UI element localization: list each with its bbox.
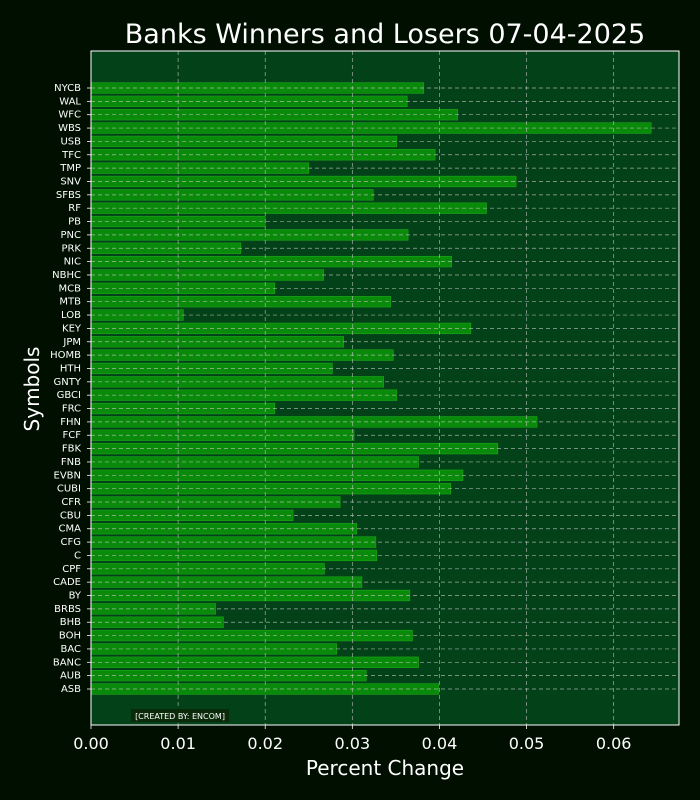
y-tick-label: PRK xyxy=(61,243,81,254)
y-tick-label: ASB xyxy=(61,684,81,695)
y-tick-label: CUBI xyxy=(57,484,81,495)
y-tick-label: HOMB xyxy=(50,350,81,361)
y-tick-label: CMA xyxy=(59,524,82,535)
x-tick-labels: 0.00 0.01 0.02 0.03 0.04 0.05 0.06 xyxy=(73,725,631,753)
y-tick-label: MCB xyxy=(59,283,82,294)
x-tick-label: 0.01 xyxy=(160,734,196,753)
y-tick-label: NBHC xyxy=(52,270,81,281)
y-tick-label: SNV xyxy=(60,176,81,187)
y-tick-label: SFBS xyxy=(56,190,81,201)
y-tick-label: PNC xyxy=(61,230,82,241)
y-tick-label: MTB xyxy=(59,297,81,308)
y-tick-label: BHB xyxy=(60,617,81,628)
y-tick-label: JPM xyxy=(62,337,81,348)
y-tick-label: HTH xyxy=(60,363,81,374)
y-tick-label: WBS xyxy=(58,123,81,134)
y-tick-label: KEY xyxy=(62,323,82,334)
bar-by xyxy=(90,589,411,602)
bar-fcf xyxy=(90,429,355,441)
y-tick-label: FNB xyxy=(61,457,81,468)
y-tick-label: EVBN xyxy=(54,470,82,481)
y-tick-label: RF xyxy=(68,203,81,214)
credit-text: [CREATED BY: ENCOM] xyxy=(135,712,225,721)
y-tick-label: TFC xyxy=(61,150,81,161)
y-tick-label: FBK xyxy=(62,444,82,455)
y-tick-label: USB xyxy=(60,136,81,147)
y-tick-label: WFC xyxy=(58,110,81,121)
y-tick-label: GNTY xyxy=(54,377,82,388)
y-axis-label: Symbols xyxy=(20,347,44,432)
y-tick-label: C xyxy=(74,550,81,561)
y-tick-label: CFG xyxy=(61,537,81,548)
y-tick-label: LOB xyxy=(61,310,81,321)
y-tick-label: BOH xyxy=(59,631,81,642)
y-tick-label: GBCI xyxy=(57,390,81,401)
y-tick-label: CFR xyxy=(61,497,81,508)
credit-box xyxy=(131,709,229,722)
y-tick-label: BANC xyxy=(53,657,81,668)
bar-nic xyxy=(90,255,452,268)
gridlines xyxy=(90,51,679,725)
plot-frame xyxy=(90,50,680,726)
y-tick-label: FCF xyxy=(63,430,82,441)
credit-watermark: [CREATED BY: ENCOM] xyxy=(131,709,229,722)
y-tick-label: NIC xyxy=(64,257,81,268)
y-tick-label: AUB xyxy=(60,671,81,682)
y-tick-label: TMP xyxy=(59,163,81,174)
y-tick-label: WAL xyxy=(59,96,81,107)
y-tick-label: CBU xyxy=(60,510,81,521)
y-tick-label: BY xyxy=(69,591,82,602)
y-tick-labels: NYCB WAL WFC WBS USB TFC TMP SNV SFBS RF PB PNC PRK N… xyxy=(50,83,91,695)
x-tick-label: 0.04 xyxy=(422,734,458,753)
chart-title: Banks Winners and Losers 07-04-2025 xyxy=(125,19,645,50)
y-tick-label: FHN xyxy=(60,417,81,428)
y-tick-label: FRC xyxy=(62,404,81,415)
x-tick-label: 0.03 xyxy=(335,734,371,753)
y-tick-label: PB xyxy=(68,217,81,228)
y-tick-label: CPF xyxy=(62,564,81,575)
x-tick-label: 0.05 xyxy=(509,734,545,753)
y-tick-label: CADE xyxy=(53,577,81,588)
bar-cubi xyxy=(90,483,452,495)
x-tick-label: 0.00 xyxy=(73,734,109,753)
x-tick-label: 0.02 xyxy=(247,734,283,753)
y-tick-label: NYCB xyxy=(54,83,81,94)
y-tick-label: BRBS xyxy=(54,604,81,615)
x-axis-label: Percent Change xyxy=(306,756,464,780)
x-tick-label: 0.06 xyxy=(596,734,632,753)
y-tick-label: BAC xyxy=(60,644,81,655)
